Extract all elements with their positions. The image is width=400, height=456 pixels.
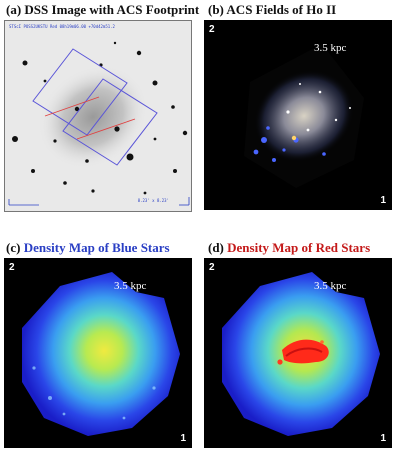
scale-label-d: 3.5 kpc	[314, 280, 347, 292]
red-density-map	[222, 272, 380, 436]
scale-label-c: 3.5 kpc	[114, 280, 147, 292]
caption-panel-b: (b) ACS Fields of Ho II	[208, 2, 337, 17]
caption-d-title: Density Map of Red Stars	[227, 240, 371, 255]
dss-bottom-right-text: 8.23' x 8.23'	[137, 198, 169, 203]
field-1-label-c: 1	[180, 433, 186, 444]
scale-label-b: 3.5 kpc	[314, 42, 347, 54]
acs-image	[244, 44, 364, 188]
field-2-label-c: 2	[9, 262, 15, 273]
acs-fields-panel: 3.5 kpc 2 1	[204, 20, 392, 210]
caption-c-prefix: (c)	[6, 240, 24, 255]
dss-image	[8, 41, 190, 206]
dss-header-text: STScI POSS2UKSTU Red 08h19m06.00 +70d42m…	[9, 24, 115, 29]
caption-panel-a: (a) DSS Image with ACS Footprint	[6, 2, 200, 17]
blue-density-map	[22, 272, 180, 436]
caption-d-prefix: (d)	[208, 240, 228, 255]
field-1-label-b: 1	[380, 195, 386, 206]
caption-panel-c: (c) Density Map of Blue Stars	[6, 240, 170, 256]
caption-panel-d: (d) Density Map of Red Stars	[208, 240, 370, 256]
dss-image-panel: STScI POSS2UKSTU Red 08h19m06.00 +70d42m…	[4, 20, 192, 212]
caption-c-title: Density Map of Blue Stars	[23, 240, 170, 255]
red-density-panel: 3.5 kpc 2 1	[204, 258, 392, 448]
field-1-label-d: 1	[380, 433, 386, 444]
field-2-label-b: 2	[209, 24, 215, 35]
field-2-label-d: 2	[209, 262, 215, 273]
blue-density-panel: 3.5 kpc 2 1	[4, 258, 192, 448]
